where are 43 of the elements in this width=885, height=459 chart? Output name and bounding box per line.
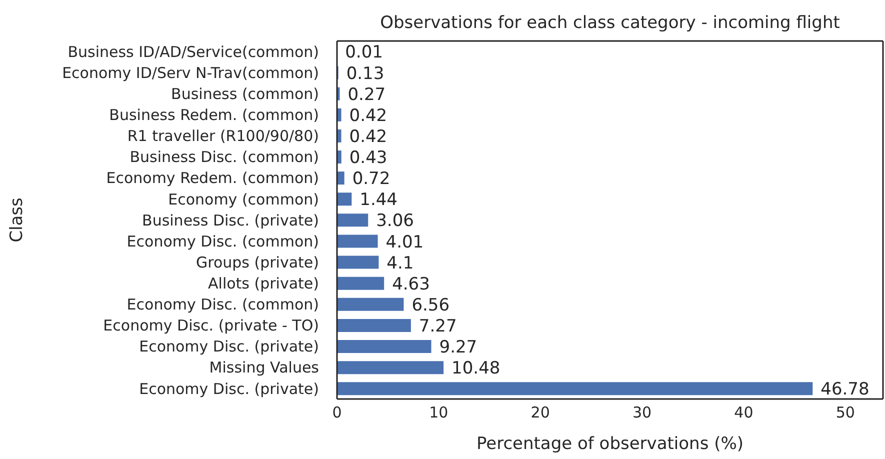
data-label: 0.43 [349, 148, 388, 168]
data-label: 0.27 [348, 84, 386, 105]
y-tick-label: Business Redem. (common) [109, 106, 319, 124]
data-label: 4.01 [386, 232, 424, 252]
x-tick-label: 10 [429, 404, 448, 422]
y-tick-label: Economy Redem. (common) [106, 169, 319, 188]
data-label: 1.44 [360, 190, 398, 210]
y-tick-label: Groups (private) [196, 253, 319, 272]
x-axis-title: Percentage of observations (%) [476, 434, 744, 454]
data-label: 7.27 [418, 316, 457, 337]
x-tick-label: 50 [836, 404, 855, 422]
data-label: 3.06 [376, 211, 414, 232]
x-tick-label: 40 [734, 404, 754, 422]
x-tick-label: 0 [332, 404, 342, 422]
x-tick-label: 20 [530, 404, 550, 422]
y-tick-label: Missing Values [209, 358, 320, 377]
data-label: 46.78 [820, 380, 870, 400]
y-tick-label: Economy (common) [168, 190, 319, 208]
y-tick-label: Business ID/AD/Service(common) [68, 42, 319, 61]
y-tick-label: Economy Disc. (private) [139, 380, 319, 398]
y-tick-label: Business Disc. (private) [142, 211, 319, 230]
data-label: 0.01 [345, 42, 383, 63]
data-label: 4.1 [386, 253, 414, 274]
data-label: 9.27 [439, 338, 478, 358]
y-tick-label: Economy Disc. (common) [126, 296, 319, 314]
y-tick-label: Economy Disc. (common) [126, 232, 319, 250]
y-axis-title: Class [7, 198, 28, 242]
data-label: 0.42 [349, 106, 388, 126]
y-tick-label: Economy ID/Serv N-Trav(common) [62, 64, 319, 82]
y-tick-label: Economy Disc. (private) [139, 338, 319, 356]
chart-title: Observations for each class category - incoming flight [380, 13, 840, 33]
y-tick-label: Allots (private) [208, 274, 319, 292]
y-tick-label: Economy Disc. (private - TO) [103, 316, 319, 335]
y-tick-label: Business (common) [171, 84, 319, 103]
y-tick-label: R1 traveller (R100/90/80) [127, 127, 319, 146]
data-label: 0.13 [346, 64, 384, 84]
data-label: 0.72 [352, 169, 390, 190]
y-tick-label: Business Disc. (common) [130, 148, 319, 166]
data-label: 10.48 [452, 358, 500, 379]
data-label: 6.56 [412, 295, 450, 316]
x-tick-label: 30 [632, 404, 652, 422]
data-label: 0.42 [349, 126, 388, 147]
data-label: 4.63 [392, 274, 430, 294]
